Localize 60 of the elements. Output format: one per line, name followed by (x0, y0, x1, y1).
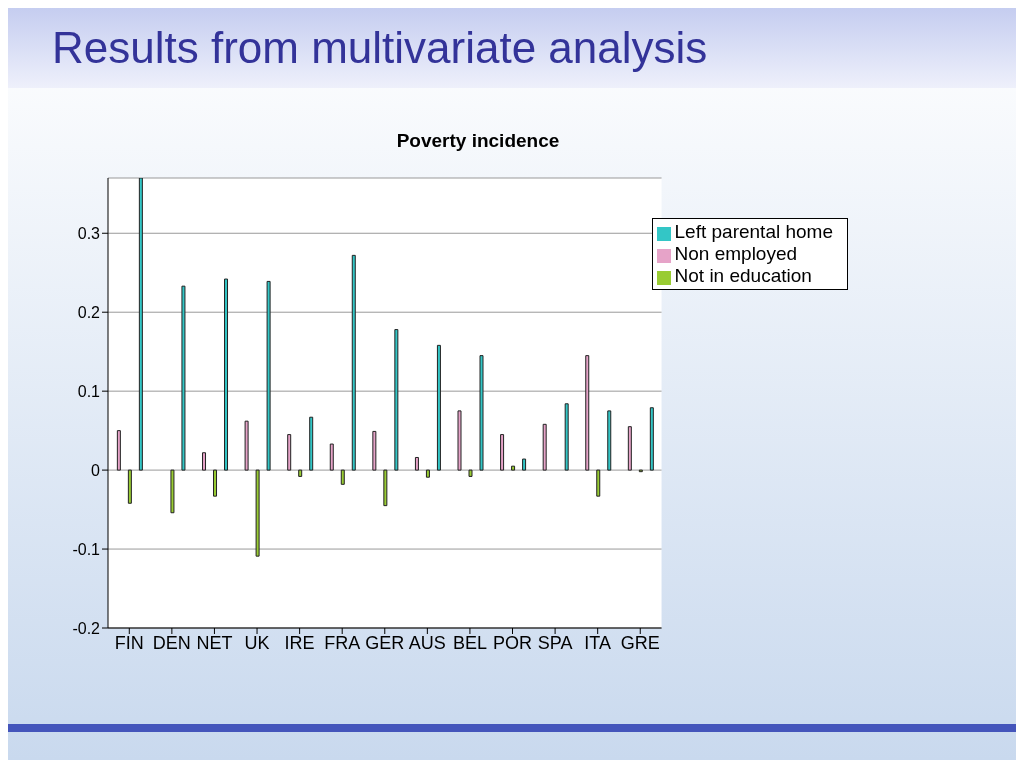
x-tick-label: GRE (620, 632, 660, 653)
bar (394, 329, 399, 471)
x-tick-label: GER (365, 632, 405, 653)
bar (542, 423, 547, 471)
legend-label: Left parental home (674, 221, 833, 242)
x-tick-label: NET (196, 632, 233, 653)
x-tick-label: UK (244, 632, 270, 653)
bar (372, 430, 377, 471)
bar (298, 469, 303, 477)
x-tick-label: FRA (324, 632, 361, 653)
bar (116, 430, 121, 471)
y-tick-label: 0.3 (77, 224, 101, 242)
bar (511, 465, 516, 471)
x-tick-label: IRE (284, 632, 315, 653)
bar (181, 285, 186, 471)
bar (479, 355, 484, 471)
chart-title: Results from multivariate analysis (8, 8, 1016, 88)
bar (127, 469, 132, 504)
x-tick-label: FIN (114, 632, 144, 653)
bar (224, 278, 229, 471)
bar (649, 407, 654, 471)
chart-subtitle: Poverty incidence (395, 130, 561, 152)
bar (329, 443, 334, 471)
bar (266, 280, 271, 471)
x-tick-label: POR (493, 632, 533, 653)
bar (351, 254, 356, 471)
bar (436, 344, 441, 471)
bar (468, 469, 473, 477)
bar (202, 452, 207, 471)
x-tick-label: BEL (452, 632, 487, 653)
bar (607, 410, 612, 471)
legend-label: Non employed (674, 243, 798, 264)
x-tick-label: DEN (152, 632, 191, 653)
bar (309, 416, 314, 471)
bar (244, 420, 249, 471)
bar (585, 355, 590, 471)
x-tick-label: ITA (584, 632, 612, 653)
bar (255, 469, 260, 557)
y-tick-label: -0.2 (72, 619, 101, 637)
x-tick-label: AUS (408, 632, 446, 653)
bar (170, 469, 175, 514)
bar (500, 434, 505, 471)
bar (138, 178, 143, 471)
bar (414, 456, 419, 471)
bar (627, 426, 632, 471)
bar (596, 469, 601, 497)
y-tick-label: 0.1 (77, 382, 101, 400)
bar (213, 469, 218, 497)
legend-label: Not in education (674, 265, 812, 286)
y-tick-label: 0 (91, 461, 101, 479)
bar (340, 469, 345, 485)
bar (564, 403, 569, 471)
bar (383, 469, 388, 507)
bar (457, 410, 462, 471)
bar (522, 458, 527, 471)
y-tick-label: -0.1 (72, 540, 101, 558)
x-tick-label: SPA (537, 632, 573, 653)
bar (425, 469, 430, 478)
bar (287, 434, 292, 471)
y-tick-label: 0.2 (77, 303, 101, 321)
